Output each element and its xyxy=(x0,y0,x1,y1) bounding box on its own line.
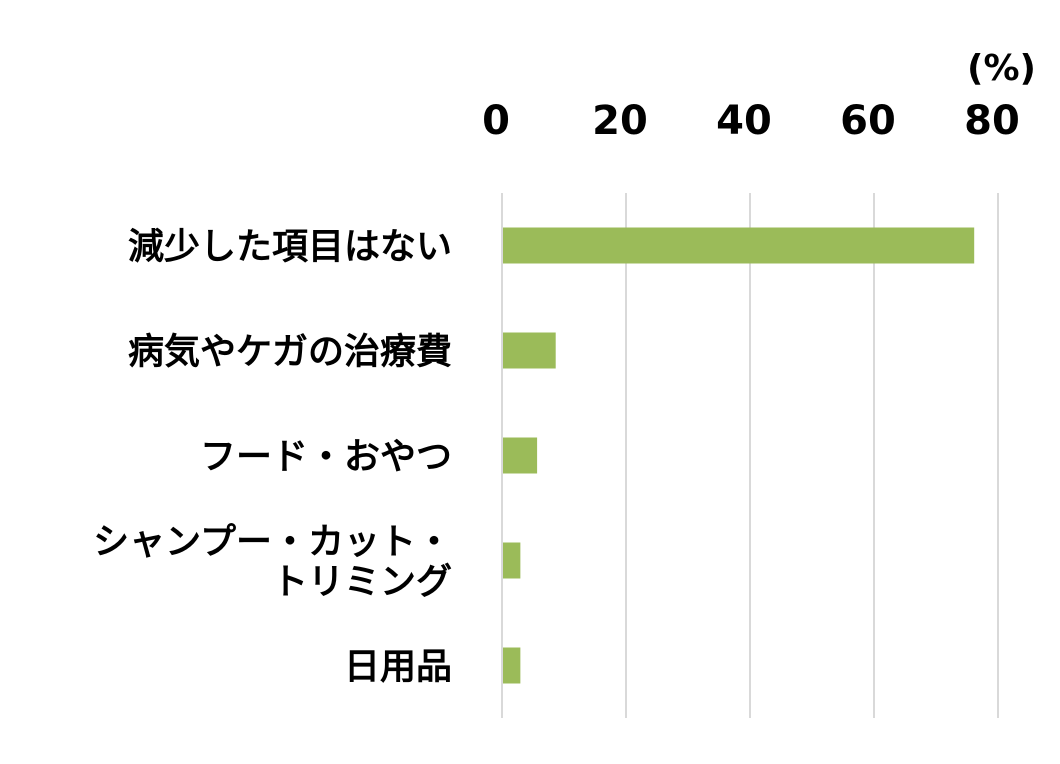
bar xyxy=(503,437,538,474)
x-tick-label: 60 xyxy=(840,98,896,144)
grid-lines xyxy=(501,193,999,718)
unit-label: (%) xyxy=(967,48,1036,89)
x-tick-label: 40 xyxy=(716,98,772,144)
x-tick-label: 80 xyxy=(964,98,1020,144)
category-label: 病気やケガの治療費 xyxy=(128,332,452,373)
bar xyxy=(503,542,521,579)
x-tick-label: 0 xyxy=(482,98,510,144)
category-label: 日用品 xyxy=(344,647,452,688)
x-tick-label: 20 xyxy=(592,98,648,144)
bar xyxy=(503,227,975,264)
category-label: シャンプー・カット・トリミング xyxy=(93,522,452,603)
category-labels: 減少した項目はない病気やケガの治療費フード・おやつシャンプー・カット・トリミング… xyxy=(93,227,452,688)
bar xyxy=(503,647,521,684)
category-label: フード・おやつ xyxy=(200,437,452,478)
x-axis-ticks: 0 20 40 60 80 xyxy=(482,98,1020,144)
bar xyxy=(503,332,556,369)
bars xyxy=(503,227,975,684)
category-label: 減少した項目はない xyxy=(128,227,452,268)
